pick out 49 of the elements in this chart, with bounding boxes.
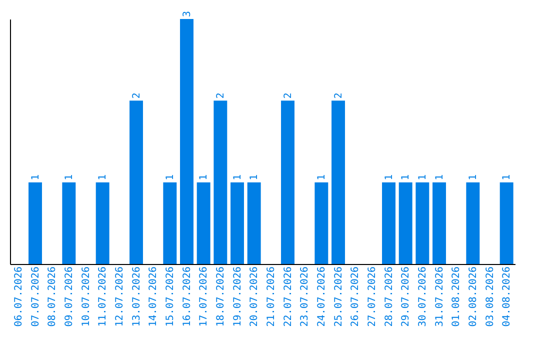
data-label: 1 bbox=[316, 174, 328, 180]
x-tick-label: 25.07.2026 bbox=[333, 266, 344, 327]
x-tick-label: 12.07.2026 bbox=[114, 266, 126, 327]
data-label: 1 bbox=[198, 174, 210, 180]
x-tick-label: 20.07.2026 bbox=[249, 266, 260, 327]
x-tick-label: 11.07.2026 bbox=[98, 266, 109, 327]
data-label: 1 bbox=[502, 174, 513, 180]
x-tick-label: 23.07.2026 bbox=[300, 266, 311, 327]
data-label: 2 bbox=[131, 92, 142, 99]
x-tick-label: 17.07.2026 bbox=[198, 266, 210, 327]
data-label: 1 bbox=[164, 174, 176, 180]
x-tick-label: 07.07.2026 bbox=[30, 266, 42, 327]
x-tick-label: 24.07.2026 bbox=[316, 266, 328, 327]
x-tick-label: 04.08.2026 bbox=[502, 266, 513, 327]
x-tick-label: 19.07.2026 bbox=[232, 266, 244, 327]
x-tick-label: 10.07.2026 bbox=[80, 266, 92, 327]
x-tick-label: 16.07.2026 bbox=[182, 266, 193, 327]
x-tick-label: 06.07.2026 bbox=[13, 266, 24, 327]
x-tick-label: 13.07.2026 bbox=[131, 266, 142, 327]
x-tick-label: 14.07.2026 bbox=[148, 266, 160, 327]
x-tick-label: 31.07.2026 bbox=[434, 266, 446, 327]
data-label: 1 bbox=[384, 174, 395, 180]
x-tick-label: 09.07.2026 bbox=[64, 266, 75, 327]
data-label: 1 bbox=[249, 174, 260, 180]
x-tick-label: 03.08.2026 bbox=[484, 266, 496, 327]
x-tick-label: 18.07.2026 bbox=[215, 266, 226, 327]
x-tick-label: 21.07.2026 bbox=[266, 266, 277, 327]
x-tick-label: 29.07.2026 bbox=[400, 266, 412, 327]
data-label: 1 bbox=[98, 174, 109, 180]
data-label: 3 bbox=[182, 10, 193, 17]
data-label: 2 bbox=[282, 92, 294, 99]
data-label: 2 bbox=[215, 92, 226, 99]
data-label: 1 bbox=[417, 174, 428, 180]
data-label: 1 bbox=[30, 174, 42, 180]
x-tick-label: 15.07.2026 bbox=[164, 266, 176, 327]
x-tick-label: 02.08.2026 bbox=[468, 266, 479, 327]
x-tick-label: 30.07.2026 bbox=[417, 266, 428, 327]
data-label: 1 bbox=[468, 174, 479, 180]
data-label: 1 bbox=[64, 174, 75, 180]
x-tick-label: 22.07.2026 bbox=[282, 266, 294, 327]
x-tick-label: 27.07.2026 bbox=[366, 266, 378, 327]
data-label: 1 bbox=[232, 174, 244, 180]
x-tick-label: 28.07.2026 bbox=[384, 266, 395, 327]
data-label: 2 bbox=[333, 92, 344, 99]
x-tick-label: 01.08.2026 bbox=[451, 266, 462, 327]
x-tick-label: 26.07.2026 bbox=[350, 266, 362, 327]
x-tick-label: 08.07.2026 bbox=[47, 266, 58, 327]
data-label: 1 bbox=[434, 174, 446, 180]
data-label: 1 bbox=[400, 174, 412, 180]
